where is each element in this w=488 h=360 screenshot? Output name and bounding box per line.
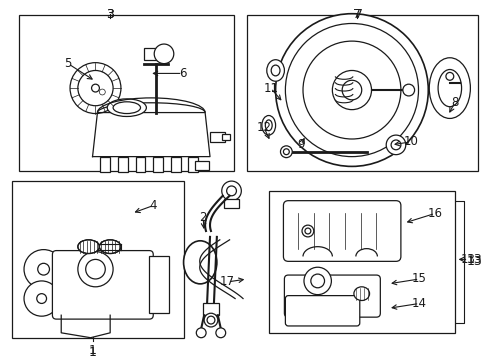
Circle shape: [78, 252, 113, 287]
Text: 3: 3: [106, 8, 114, 21]
Text: 13: 13: [460, 253, 475, 266]
Circle shape: [303, 41, 400, 139]
Text: 5: 5: [64, 57, 72, 70]
Text: 3: 3: [106, 8, 114, 21]
Bar: [223, 199, 239, 208]
Bar: [153, 157, 163, 172]
Circle shape: [386, 135, 405, 155]
Text: 6: 6: [179, 67, 186, 80]
Circle shape: [203, 313, 217, 327]
Text: 13: 13: [466, 255, 481, 268]
Bar: [170, 157, 180, 172]
Ellipse shape: [107, 99, 146, 117]
Text: 15: 15: [411, 273, 426, 285]
Text: 1: 1: [88, 346, 96, 359]
Ellipse shape: [183, 241, 216, 284]
Circle shape: [342, 80, 361, 100]
Circle shape: [302, 225, 313, 237]
Circle shape: [78, 71, 113, 106]
Text: 11: 11: [263, 82, 278, 95]
Bar: [135, 157, 145, 172]
Ellipse shape: [428, 58, 469, 118]
Bar: [149, 256, 168, 313]
Circle shape: [304, 267, 331, 294]
FancyBboxPatch shape: [285, 296, 359, 326]
Bar: [268, 191, 454, 333]
Circle shape: [275, 14, 427, 166]
Ellipse shape: [265, 120, 272, 131]
Text: 2: 2: [199, 211, 206, 224]
Ellipse shape: [78, 240, 99, 253]
Ellipse shape: [271, 65, 280, 76]
Circle shape: [445, 72, 453, 80]
Circle shape: [24, 281, 59, 316]
Circle shape: [99, 89, 105, 95]
Ellipse shape: [113, 102, 140, 113]
Bar: [221, 134, 229, 140]
Text: 7: 7: [352, 8, 360, 21]
Circle shape: [70, 63, 121, 113]
Bar: [247, 15, 477, 171]
Text: 1: 1: [88, 343, 96, 357]
Bar: [118, 157, 127, 172]
Circle shape: [37, 294, 46, 303]
Text: 10: 10: [403, 135, 417, 148]
Circle shape: [38, 263, 49, 275]
FancyBboxPatch shape: [52, 251, 153, 319]
Text: 7: 7: [354, 8, 362, 21]
Circle shape: [390, 140, 400, 150]
Text: 9: 9: [297, 138, 304, 151]
Circle shape: [310, 274, 324, 288]
Text: 12: 12: [256, 121, 271, 134]
Circle shape: [285, 23, 418, 157]
Text: 13: 13: [466, 253, 481, 266]
Circle shape: [332, 71, 371, 110]
Text: 17: 17: [220, 275, 235, 288]
Circle shape: [85, 260, 105, 279]
Circle shape: [206, 316, 214, 324]
Bar: [12, 181, 183, 338]
Circle shape: [215, 328, 225, 338]
Text: 14: 14: [411, 297, 426, 310]
FancyBboxPatch shape: [283, 201, 400, 261]
Bar: [203, 303, 218, 315]
Bar: [144, 48, 167, 60]
Ellipse shape: [437, 69, 461, 107]
Circle shape: [221, 181, 241, 201]
Circle shape: [305, 228, 310, 234]
FancyBboxPatch shape: [284, 275, 380, 317]
Circle shape: [226, 186, 236, 196]
Ellipse shape: [353, 287, 369, 301]
Bar: [188, 157, 198, 172]
Ellipse shape: [266, 60, 284, 81]
Text: 16: 16: [427, 207, 442, 220]
Circle shape: [91, 84, 99, 92]
Ellipse shape: [99, 240, 121, 253]
Circle shape: [154, 44, 173, 64]
Bar: [100, 157, 110, 172]
Bar: [209, 132, 224, 142]
Circle shape: [24, 249, 63, 289]
Bar: [195, 161, 208, 170]
Ellipse shape: [262, 116, 275, 135]
Circle shape: [283, 149, 289, 155]
Circle shape: [196, 328, 205, 338]
Text: 4: 4: [149, 199, 157, 212]
Text: 8: 8: [450, 96, 457, 109]
Bar: [19, 15, 234, 171]
Circle shape: [280, 146, 292, 158]
Circle shape: [402, 84, 414, 96]
